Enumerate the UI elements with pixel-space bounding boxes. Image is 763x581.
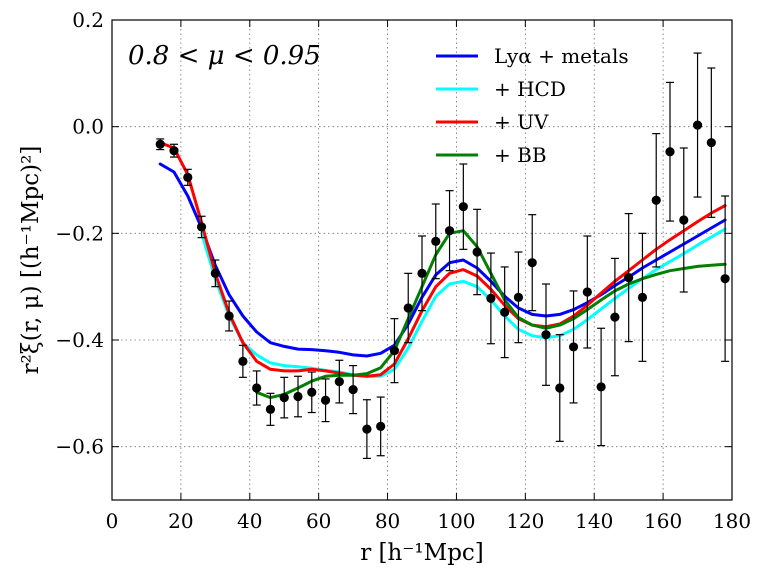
data-point bbox=[665, 147, 675, 157]
axis-ticks bbox=[111, 19, 733, 500]
data-point bbox=[320, 395, 331, 405]
data-point bbox=[541, 330, 551, 340]
x-tick-label: 100 bbox=[437, 509, 475, 533]
legend-label: Lyα + metals bbox=[494, 44, 629, 68]
data-point bbox=[252, 383, 262, 393]
data-point bbox=[486, 293, 496, 303]
x-tick-label: 160 bbox=[644, 509, 682, 533]
data-point bbox=[389, 346, 400, 356]
x-tick-label: 180 bbox=[713, 509, 751, 533]
x-tick-label: 80 bbox=[375, 509, 400, 533]
legend-label: + UV bbox=[494, 110, 549, 134]
data-point bbox=[582, 287, 592, 297]
x-tick-label: 140 bbox=[575, 509, 613, 533]
x-tick-label: 0 bbox=[106, 509, 119, 533]
data-point bbox=[513, 292, 524, 302]
data-point bbox=[651, 195, 661, 205]
data-point bbox=[417, 268, 427, 278]
x-tick-label: 120 bbox=[506, 509, 544, 533]
data-point bbox=[348, 385, 358, 395]
data-point bbox=[196, 222, 207, 232]
data-point bbox=[334, 377, 344, 387]
data-point bbox=[183, 172, 193, 182]
x-axis-title: r [h⁻¹Mpc] bbox=[360, 540, 484, 566]
mu-range-annotation: 0.8 < μ < 0.95 bbox=[128, 41, 321, 71]
data-point bbox=[265, 404, 276, 414]
data-point bbox=[472, 247, 482, 257]
data-point bbox=[555, 383, 565, 393]
data-point bbox=[500, 307, 510, 317]
data-point bbox=[403, 303, 413, 313]
data-point bbox=[458, 202, 468, 212]
plot-frame bbox=[111, 19, 733, 501]
y-tick-label: −0.2 bbox=[55, 221, 104, 245]
data-point bbox=[444, 226, 455, 236]
data-point bbox=[610, 312, 620, 322]
data-point bbox=[596, 382, 606, 392]
data-point bbox=[293, 391, 303, 402]
y-tick-label: −0.6 bbox=[55, 435, 104, 459]
data-point bbox=[376, 421, 386, 431]
data-point bbox=[238, 356, 248, 366]
data-point bbox=[624, 273, 634, 283]
legend-label: + HCD bbox=[494, 77, 566, 101]
x-tick-label: 60 bbox=[306, 509, 331, 533]
legend-label: + BB bbox=[494, 143, 547, 167]
y-tick-label: 0.2 bbox=[72, 8, 104, 32]
y-tick-label: 0.0 bbox=[72, 115, 104, 139]
legend: Lyα + metals + HCD + UV + BB bbox=[436, 44, 629, 167]
data-point bbox=[679, 215, 689, 225]
series-line bbox=[158, 141, 727, 378]
x-tick-labels: 0 20 40 60 80 100 120 140 160 180 bbox=[106, 509, 751, 533]
y-tick-labels: 0.2 0.0 −0.2 −0.4 −0.6 bbox=[55, 8, 104, 459]
data-point bbox=[527, 258, 537, 268]
data-point bbox=[637, 292, 648, 302]
y-axis-title: r²ξ(r, μ) [(h⁻¹Mpc)²] bbox=[18, 146, 44, 375]
data-point bbox=[155, 139, 165, 149]
data-point bbox=[362, 424, 372, 434]
data-point bbox=[169, 146, 179, 156]
data-point bbox=[210, 268, 220, 278]
x-tick-label: 20 bbox=[168, 509, 193, 533]
data-point bbox=[307, 387, 317, 397]
data-point bbox=[568, 342, 579, 352]
data-points-layer bbox=[155, 52, 730, 459]
data-point bbox=[692, 120, 703, 130]
x-tick-label: 40 bbox=[237, 509, 262, 533]
data-point bbox=[720, 274, 730, 284]
data-point bbox=[706, 138, 716, 148]
y-tick-label: −0.4 bbox=[55, 328, 104, 352]
data-point bbox=[431, 236, 441, 246]
data-point bbox=[279, 393, 289, 403]
data-point bbox=[224, 311, 234, 321]
